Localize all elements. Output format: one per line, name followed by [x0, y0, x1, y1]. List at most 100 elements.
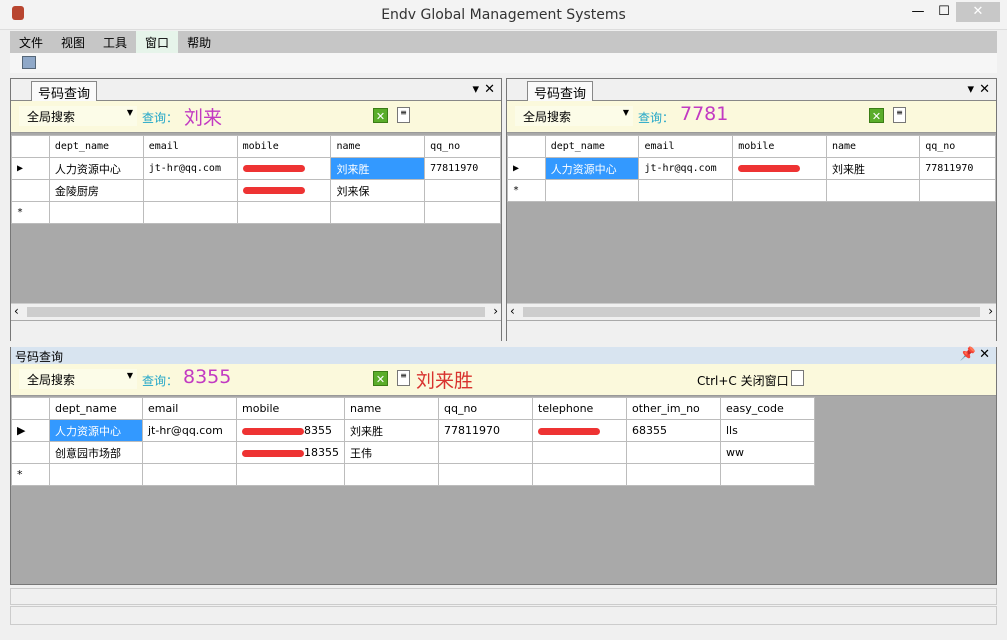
column-header[interactable]: mobile	[732, 135, 827, 158]
close-panel-icon[interactable]: ✕	[979, 82, 990, 97]
close-panel-icon[interactable]: ✕	[979, 347, 990, 362]
grid-cell[interactable]	[236, 179, 332, 202]
column-header[interactable]: name	[344, 397, 439, 420]
grid-cell[interactable]: jt-hr@qq.com	[142, 157, 238, 180]
grid-cell[interactable]: ww	[720, 441, 815, 464]
grid-cell[interactable]	[330, 201, 426, 224]
grid-cell[interactable]: 创意园市场部	[49, 441, 143, 464]
grid-cell[interactable]: 刘来胜	[825, 157, 921, 180]
query-input[interactable]: 刘来	[184, 107, 223, 129]
print-icon[interactable]	[22, 56, 36, 69]
grid-cell[interactable]	[532, 463, 627, 486]
grid-cell[interactable]	[49, 463, 143, 486]
close-button[interactable]: ✕	[956, 2, 1000, 22]
grid-cell[interactable]	[532, 441, 627, 464]
grid-cell[interactable]	[532, 419, 627, 442]
column-header[interactable]: qq_no	[438, 397, 533, 420]
pin-icon[interactable]: 📌	[959, 347, 976, 362]
column-header[interactable]: email	[142, 135, 238, 158]
scroll-right-icon[interactable]: ›	[493, 304, 498, 318]
grid-cell[interactable]: 人力资源中心	[49, 419, 143, 442]
grid-cell[interactable]	[626, 441, 721, 464]
copy-icon[interactable]: ≡	[397, 107, 410, 123]
scroll-thumb[interactable]	[523, 307, 980, 317]
menu-item[interactable]: 帮助	[187, 36, 212, 50]
scope-dropdown[interactable]: 全局搜索 ▼	[19, 106, 137, 126]
grid-cell[interactable]: 人力资源中心	[48, 157, 144, 180]
scope-dropdown[interactable]: 全局搜索 ▼	[515, 106, 633, 126]
column-header[interactable]: easy_code	[720, 397, 815, 420]
grid-cell[interactable]	[424, 201, 501, 224]
new-row[interactable]: *	[507, 179, 996, 202]
column-header[interactable]: qq_no	[919, 135, 996, 158]
minimize-button[interactable]: —	[911, 4, 925, 19]
copy-icon[interactable]: ≡	[397, 370, 410, 386]
grid-cell[interactable]	[638, 179, 734, 202]
grid-cell[interactable]: 王伟	[344, 441, 439, 464]
table-row[interactable]: ▶ 人力资源中心 jt-hr@qq.com 刘来胜 77811970	[507, 157, 996, 180]
tab-query[interactable]: 号码查询	[31, 81, 98, 102]
grid-cell[interactable]: 金陵厨房	[48, 179, 144, 202]
table-row[interactable]: 创意园市场部 18355 王伟 ww	[11, 441, 815, 464]
grid-cell[interactable]	[236, 463, 345, 486]
column-header[interactable]: dept_name	[48, 135, 144, 158]
column-header[interactable]: mobile	[236, 135, 332, 158]
grid-cell[interactable]	[438, 441, 533, 464]
horizontal-scrollbar[interactable]: ‹ ›	[507, 303, 996, 320]
query-input[interactable]: 7781	[680, 103, 729, 125]
grid-cell[interactable]	[344, 463, 439, 486]
grid-cell[interactable]	[626, 463, 721, 486]
horizontal-scrollbar[interactable]: ‹ ›	[11, 303, 501, 320]
scroll-right-icon[interactable]: ›	[988, 304, 993, 318]
grid-cell[interactable]	[142, 441, 237, 464]
column-header[interactable]: mobile	[236, 397, 345, 420]
dropdown-icon[interactable]: ▾	[967, 82, 974, 97]
menu-item[interactable]: 文件	[19, 36, 44, 50]
column-header[interactable]: name	[825, 135, 921, 158]
scope-dropdown[interactable]: 全局搜索 ▼	[19, 369, 137, 389]
grid-cell[interactable]	[48, 201, 144, 224]
grid-cell[interactable]	[825, 179, 921, 202]
scroll-left-icon[interactable]: ‹	[510, 304, 515, 318]
grid-cell[interactable]	[142, 201, 238, 224]
data-grid[interactable]: dept_name email mobile name qq_no telephone ot…	[11, 397, 815, 486]
data-grid[interactable]: dept_name email mobile name qq_no ▶ 人力资源中心 jt-h…	[507, 135, 996, 202]
grid-cell[interactable]: 8355	[236, 419, 345, 442]
grid-cell[interactable]: 77811970	[424, 157, 501, 180]
clear-excel-icon[interactable]: ✕	[373, 108, 388, 123]
maximize-button[interactable]: ☐	[938, 4, 950, 19]
copy-icon[interactable]: ≡	[893, 107, 906, 123]
column-header[interactable]: dept_name	[49, 397, 143, 420]
grid-cell[interactable]	[720, 463, 815, 486]
grid-cell[interactable]: 18355	[236, 441, 345, 464]
column-header[interactable]: name	[330, 135, 426, 158]
grid-cell[interactable]	[919, 179, 996, 202]
grid-cell[interactable]: jt-hr@qq.com	[638, 157, 734, 180]
column-header[interactable]: dept_name	[544, 135, 640, 158]
scroll-left-icon[interactable]: ‹	[14, 304, 19, 318]
column-header[interactable]: other_im_no	[626, 397, 721, 420]
table-row[interactable]: ▶ 人力资源中心 jt-hr@qq.com 8355 刘来胜 77811970 68355 l…	[11, 419, 815, 442]
new-row[interactable]: *	[11, 463, 815, 486]
clear-excel-icon[interactable]: ✕	[373, 371, 388, 386]
grid-cell[interactable]	[236, 157, 332, 180]
grid-cell[interactable]: 人力资源中心	[544, 157, 640, 180]
clear-excel-icon[interactable]: ✕	[869, 108, 884, 123]
menu-item[interactable]: 工具	[103, 36, 128, 50]
close-panel-icon[interactable]: ✕	[484, 82, 495, 97]
grid-cell[interactable]: 刘来保	[330, 179, 426, 202]
grid-cell[interactable]: lls	[720, 419, 815, 442]
column-header[interactable]: email	[638, 135, 734, 158]
grid-cell[interactable]	[732, 179, 827, 202]
grid-cell[interactable]	[424, 179, 501, 202]
new-row[interactable]: *	[11, 201, 501, 224]
table-row[interactable]: 金陵厨房 刘来保	[11, 179, 501, 202]
grid-cell[interactable]	[142, 179, 238, 202]
grid-cell[interactable]: jt-hr@qq.com	[142, 419, 237, 442]
column-header[interactable]: email	[142, 397, 237, 420]
grid-cell[interactable]: 刘来胜	[344, 419, 439, 442]
grid-cell[interactable]: 68355	[626, 419, 721, 442]
grid-cell[interactable]: 77811970	[919, 157, 996, 180]
column-header[interactable]: telephone	[532, 397, 627, 420]
grid-cell[interactable]: 刘来胜	[330, 157, 426, 180]
